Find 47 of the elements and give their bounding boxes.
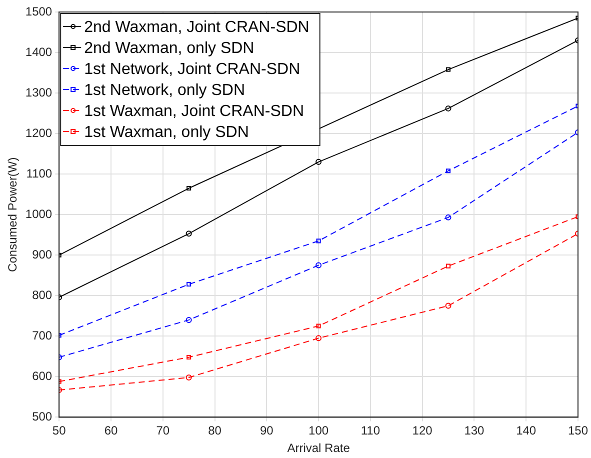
x-tick-label: 90 xyxy=(260,424,274,438)
x-tick-label: 120 xyxy=(412,424,433,438)
point xyxy=(186,354,192,360)
point xyxy=(316,335,322,342)
x-axis-title: Arrival Rate xyxy=(287,441,350,456)
point xyxy=(446,168,451,174)
y-tick-label: 1100 xyxy=(26,166,52,180)
y-tick-label: 1300 xyxy=(25,85,52,100)
legend-label: 2nd Waxman, Joint CRAN-SDN xyxy=(84,18,310,36)
x-tick-label: 70 xyxy=(156,424,170,438)
legend-label: 1st Network, Joint CRAN-SDN xyxy=(84,60,300,78)
point xyxy=(445,105,452,112)
point xyxy=(316,262,322,268)
y-tick-label: 900 xyxy=(32,247,52,262)
point xyxy=(316,238,321,244)
legend-label: 1st Waxman, only SDN xyxy=(84,124,249,141)
point xyxy=(186,374,192,380)
x-tick-label: 130 xyxy=(464,424,485,438)
y-tick-label: 1200 xyxy=(25,126,52,140)
x-tick-label: 60 xyxy=(104,424,118,438)
point xyxy=(186,316,192,323)
y-tick-label: 1400 xyxy=(25,44,52,59)
point xyxy=(186,186,192,191)
x-tick-label: 50 xyxy=(52,424,66,438)
x-tick-label: 100 xyxy=(308,424,329,438)
y-tick-label: 600 xyxy=(32,368,52,383)
legend-label: 2nd Waxman, only SDN xyxy=(84,40,254,57)
point xyxy=(186,230,192,237)
y-tick-label: 800 xyxy=(32,288,52,302)
point xyxy=(445,214,452,220)
x-tick-label: 110 xyxy=(360,424,380,438)
legend-label: 1st Waxman, Joint CRAN-SDN xyxy=(84,102,304,120)
x-tick-label: 140 xyxy=(516,424,536,438)
x-tick-label: 80 xyxy=(208,424,222,438)
point xyxy=(316,158,322,165)
point xyxy=(316,324,321,328)
y-axis-title: Consumed Power(W) xyxy=(6,157,20,272)
x-tick-label: 150 xyxy=(568,424,588,438)
y-tick-label: 1000 xyxy=(25,206,52,221)
y-tick-label: 1500 xyxy=(25,4,52,18)
point xyxy=(446,67,451,72)
point xyxy=(445,302,452,309)
y-tick-label: 500 xyxy=(32,410,52,424)
legend-label: 1st Network, only SDN xyxy=(84,82,246,99)
point xyxy=(186,282,192,287)
point xyxy=(446,264,451,268)
y-tick-label: 700 xyxy=(32,328,52,342)
